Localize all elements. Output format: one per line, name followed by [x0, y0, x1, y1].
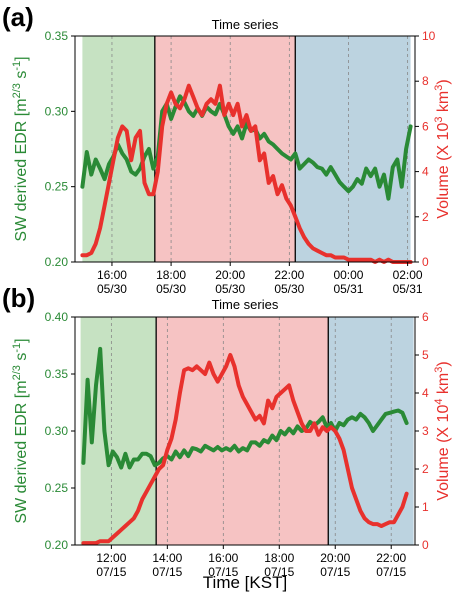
x-tick-label: 16:00	[208, 551, 238, 565]
y-axis-label-right: Volume (X 103 km3)	[433, 79, 452, 218]
period-span-blue	[295, 36, 411, 262]
panel-label: (b)	[2, 283, 35, 313]
x-tick-date: 05/31	[393, 282, 423, 296]
panel-b: (b) Time series12:0007/1514:0007/1516:000…	[2, 283, 452, 579]
x-tick-label: 18:00	[264, 551, 294, 565]
y-tick-label-right: 2	[422, 462, 429, 476]
y-label-sup: 2/3	[11, 83, 23, 98]
y-tick-label-left: 0.35	[45, 29, 69, 43]
x-tick-label: 16:00	[97, 268, 127, 282]
y-label-text: SW derived EDR [m	[13, 380, 30, 523]
y-label-text: ]	[13, 338, 30, 342]
y-label-sup: 3	[433, 117, 445, 123]
plot-frame	[74, 35, 416, 263]
y-label-text: Volume (X 10	[435, 123, 452, 219]
y-label-text: km	[435, 373, 452, 399]
y-label-sup: 3	[433, 367, 445, 373]
y-tick-label-right: 4	[422, 386, 429, 400]
series-line-volume	[81, 353, 409, 546]
x-tick-date: 07/15	[264, 565, 294, 579]
y-label-sup: 4	[433, 399, 445, 405]
y-label-text: )	[435, 79, 452, 84]
y-tick-label-left: 0.35	[45, 367, 69, 381]
y-tick-label-right: 6	[422, 119, 429, 133]
y-label-text: Volume (X 10	[435, 405, 452, 501]
y-tick-label-left: 0.30	[45, 104, 69, 118]
x-tick-label: 00:00	[333, 268, 363, 282]
y-label-text: s	[13, 353, 30, 365]
x-tick-date: 05/30	[274, 282, 304, 296]
y-tick-label-right: 6	[422, 310, 429, 324]
x-tick-label: 14:00	[152, 551, 182, 565]
series-line-volume	[80, 83, 413, 264]
panel-label: (a)	[2, 2, 34, 32]
x-tick-label: 22:00	[274, 268, 304, 282]
y-tick-label-left: 0.20	[45, 538, 69, 552]
y-tick-label-left: 0.20	[45, 255, 69, 269]
x-tick-label: 12:00	[96, 551, 126, 565]
period-span-red	[154, 36, 296, 262]
y-axis-label-left: SW derived EDR [m2/3 s-1]	[11, 338, 30, 523]
y-axis-label-left: SW derived EDR [m2/3 s-1]	[11, 56, 30, 241]
y-label-text: )	[435, 361, 452, 366]
series-line-edr	[80, 94, 413, 201]
y-tick-label-right: 8	[422, 74, 429, 88]
x-tick-date: 05/30	[156, 282, 186, 296]
y-label-sup: 3	[433, 85, 445, 91]
x-tick-label: 02:00	[393, 268, 423, 282]
y-label-sup: 2/3	[11, 365, 23, 380]
x-tick-date: 07/15	[152, 565, 182, 579]
x-tick-date: 05/30	[215, 282, 245, 296]
y-tick-label-right: 3	[422, 424, 429, 438]
x-tick-date: 07/15	[96, 565, 126, 579]
y-tick-label-left: 0.40	[45, 310, 69, 324]
y-tick-label-right: 10	[422, 29, 436, 43]
y-tick-label-left: 0.25	[45, 180, 69, 194]
x-tick-date: 05/30	[97, 282, 127, 296]
y-tick-label-right: 4	[422, 165, 429, 179]
series-line-edr	[81, 346, 409, 470]
y-tick-label-right: 0	[422, 538, 429, 552]
y-label-text: s	[13, 71, 30, 83]
y-label-text: km	[435, 91, 452, 117]
y-tick-label-right: 5	[422, 348, 429, 362]
y-tick-label-right: 1	[422, 500, 429, 514]
x-tick-label: 20:00	[320, 551, 350, 565]
x-tick-date: 07/15	[320, 565, 350, 579]
panel-a: (a) Time series16:0005/3018:0005/3020:000…	[2, 2, 452, 296]
y-tick-label-left: 0.25	[45, 481, 69, 495]
y-label-text: SW derived EDR [m	[13, 98, 30, 241]
y-tick-label-left: 0.30	[45, 424, 69, 438]
y-label-sup: -1	[11, 61, 23, 71]
y-tick-label-right: 2	[422, 210, 429, 224]
x-tick-date: 07/15	[208, 565, 238, 579]
x-tick-label: 20:00	[215, 268, 245, 282]
x-tick-date: 05/31	[333, 282, 363, 296]
y-axis-label-right: Volume (X 104 km3)	[433, 361, 452, 500]
chart-title: Time series	[212, 17, 279, 32]
x-tick-label: 22:00	[376, 551, 406, 565]
chart-title: Time series	[212, 297, 279, 312]
x-tick-date: 07/15	[376, 565, 406, 579]
y-label-sup: -1	[11, 343, 23, 353]
y-label-text: ]	[13, 56, 30, 60]
x-axis-label: Time [KST]	[203, 573, 287, 592]
x-tick-label: 18:00	[156, 268, 186, 282]
y-tick-label-right: 0	[422, 255, 429, 269]
